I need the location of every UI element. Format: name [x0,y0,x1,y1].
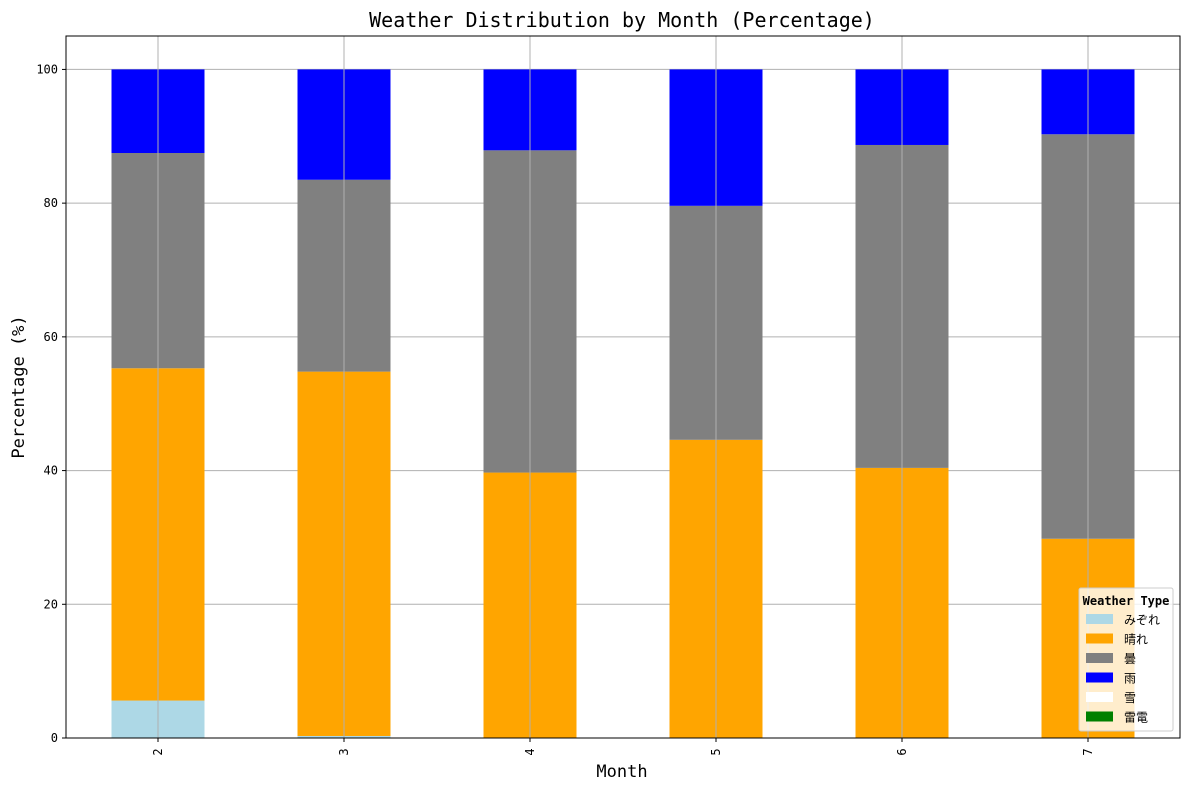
legend-label: 雪 [1124,691,1136,705]
legend-label: 雨 [1124,672,1136,686]
legend-swatch [1086,692,1113,702]
chart-title: Weather Distribution by Month (Percentag… [369,8,875,32]
x-ticks: 2 3 4 5 6 7 [151,738,1095,756]
legend-swatch [1086,633,1113,644]
legend-swatch [1086,653,1113,663]
y-ticks: 0 20 40 60 80 100 [36,62,66,745]
x-axis-label: Month [596,762,647,782]
legend-title: Weather Type [1083,594,1170,608]
legend-swatch [1086,672,1113,683]
legend-label: 雷電 [1124,711,1148,725]
legend-label: 晴れ [1124,633,1148,647]
legend-label: みぞれ [1124,613,1160,627]
y-tick-label: 100 [36,62,58,76]
plot-area [66,36,1180,738]
y-tick-label: 60 [44,330,58,344]
y-tick-label: 40 [44,464,58,478]
y-tick-label: 80 [44,196,58,210]
plot-frame [65,35,1181,739]
x-tick-label: 2 [151,748,165,755]
x-tick-label: 4 [523,748,537,755]
x-tick-label: 7 [1081,748,1095,755]
x-tick-label: 6 [895,748,909,755]
legend-swatch [1086,711,1113,722]
y-tick-label: 20 [44,597,58,611]
x-tick-label: 3 [337,748,351,755]
y-axis-label: Percentage (%) [9,315,29,458]
legend-swatch [1086,614,1113,624]
y-tick-label: 0 [51,731,58,745]
x-tick-label: 5 [709,748,723,755]
legend-label: 曇 [1124,652,1136,666]
